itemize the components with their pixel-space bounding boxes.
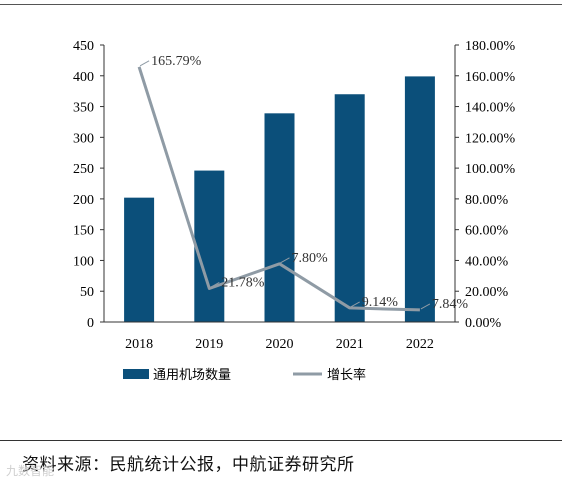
source-note: 资料来源：民航统计公报，中航证券研究所 — [22, 455, 355, 475]
right-tick-label: 120.00% — [465, 131, 516, 146]
data-label-2019: 21.78% — [221, 275, 264, 290]
left-tick-label: 450 — [73, 39, 94, 54]
bar-2022 — [404, 76, 435, 322]
left-tick-label: 300 — [73, 131, 94, 146]
legend-bar-label: 通用机场数量 — [153, 368, 231, 383]
right-tick-label: 160.00% — [465, 70, 516, 85]
left-tick-label: 350 — [73, 101, 94, 116]
left-tick-label: 400 — [73, 70, 94, 85]
legend-bar-swatch — [123, 369, 149, 379]
bar-2018 — [124, 197, 155, 322]
left-tick-label: 200 — [73, 193, 94, 208]
combo-chart: 0 50 100 150 200 250 300 350 400 450 0.00% 20.00% 4… — [73, 39, 516, 383]
right-axis: 0.00% 20.00% 40.00% 60.00% 80.00% 100.00% 120.… — [454, 39, 516, 331]
bar-2020 — [264, 113, 295, 323]
x-axis: 2018 2019 2020 2021 2022 — [104, 321, 455, 352]
watermark: 九数智能 — [6, 464, 55, 478]
x-tick-label: 2020 — [266, 337, 294, 352]
legend: 通用机场数量 增长率 — [123, 367, 366, 383]
data-label-leader — [139, 60, 150, 67]
bar-2021 — [334, 94, 365, 322]
data-label-2022: 7.84% — [432, 297, 469, 312]
bottom-rule — [0, 440, 562, 441]
right-tick-label: 0.00% — [465, 316, 502, 331]
x-tick-label: 2022 — [406, 337, 434, 352]
left-tick-label: 250 — [73, 162, 94, 177]
left-tick-label: 100 — [73, 254, 94, 269]
bar-2019 — [194, 170, 225, 322]
top-rule — [0, 4, 562, 5]
data-label-2018: 165.79% — [151, 54, 202, 69]
right-tick-label: 180.00% — [465, 39, 516, 54]
right-tick-label: 80.00% — [465, 193, 509, 208]
data-label-leader — [210, 282, 220, 288]
data-label-leader — [420, 303, 431, 310]
data-label-2021: 9.14% — [362, 295, 399, 310]
x-tick-label: 2019 — [195, 337, 223, 352]
right-tick-label: 60.00% — [465, 224, 509, 239]
right-tick-label: 100.00% — [465, 162, 516, 177]
growth-rate-line — [137, 66, 420, 312]
data-label-leader — [350, 301, 360, 308]
right-tick-label: 20.00% — [465, 285, 509, 300]
x-tick-label: 2018 — [125, 337, 153, 352]
line-series: 165.79% 21.78% 7.80% 9.14% 7.84% — [137, 54, 469, 312]
x-tick-label: 2021 — [336, 337, 364, 352]
data-label-leader — [280, 257, 290, 264]
left-tick-label: 50 — [80, 285, 94, 300]
left-axis: 0 50 100 150 200 250 300 350 400 450 — [73, 39, 105, 331]
legend-line-label: 增长率 — [327, 367, 366, 383]
bar-series — [124, 76, 435, 323]
data-label-2020: 7.80% — [292, 251, 329, 266]
right-tick-label: 140.00% — [465, 101, 516, 116]
left-tick-label: 150 — [73, 224, 94, 239]
right-tick-label: 40.00% — [465, 254, 509, 269]
left-tick-label: 0 — [87, 316, 94, 331]
